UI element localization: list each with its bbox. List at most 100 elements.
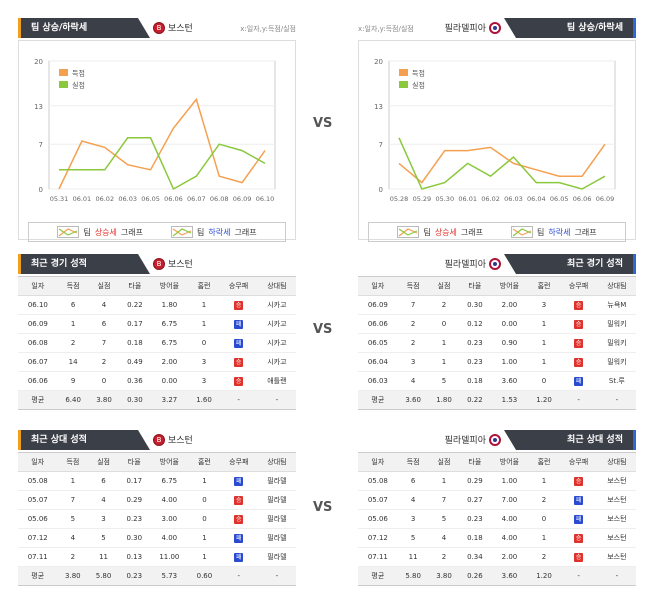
y-tick-label: 13 bbox=[374, 103, 383, 111]
cell-avg: 0.27 bbox=[459, 490, 491, 510]
table-row: 05.08 1 6 0.17 6.75 1 패 필라델 bbox=[18, 471, 296, 491]
table-row: 07.12 4 5 0.30 4.00 1 패 필라델 bbox=[18, 528, 296, 548]
legend-label: 실점 bbox=[72, 81, 85, 90]
team-label: 필라델피아 bbox=[445, 257, 501, 270]
avg-cell-era: 3.27 bbox=[150, 390, 189, 410]
column-header: 승무패 bbox=[559, 276, 598, 296]
cell-r: 2 bbox=[57, 333, 89, 353]
avg-cell-avg: 0.30 bbox=[119, 390, 151, 410]
cell-date: 05.08 bbox=[358, 471, 398, 491]
avg-cell-res: - bbox=[219, 566, 258, 586]
trend-chart-box: 0 7 13 20 05.31 06.01 06.02 06.03 06.05 06.06 06.0… bbox=[18, 40, 296, 240]
y-tick-label: 20 bbox=[34, 58, 43, 66]
result-badge: 패 bbox=[574, 376, 584, 386]
cell-era: 0.00 bbox=[150, 371, 189, 391]
average-row: 평균 6.40 3.80 0.30 3.27 1.60- - bbox=[18, 390, 296, 410]
legend-swatch bbox=[399, 69, 408, 76]
cell-era: 4.00 bbox=[149, 490, 190, 510]
result-cell: 승 bbox=[559, 314, 598, 334]
boston-logo-icon: B bbox=[153, 21, 165, 34]
cell-opp: 애틀랜 bbox=[257, 371, 296, 391]
table-header: 일자 득점 실점 타율 방어율 홈런 승무패 상대팀 bbox=[18, 452, 296, 472]
column-header: 타율 bbox=[459, 276, 491, 296]
legend-up-suffix: 그래프 bbox=[120, 227, 143, 237]
legend-down: 팀 하락세 그래프 bbox=[171, 226, 257, 238]
cell-avg: 0.36 bbox=[119, 371, 151, 391]
result-cell: 승 bbox=[559, 547, 598, 567]
legend-swatch bbox=[59, 81, 68, 88]
x-tick-label: 05.29 bbox=[413, 195, 432, 203]
avg-cell-opp: - bbox=[597, 566, 636, 586]
panel-title: 최근 상대 성적 bbox=[504, 430, 636, 450]
table-row: 06.03 4 5 0.18 3.60 0 패 St.루 bbox=[358, 371, 636, 391]
column-header: 상대팀 bbox=[597, 452, 636, 472]
cell-ra: 5 bbox=[88, 528, 119, 548]
cell-era: 2.00 bbox=[490, 547, 529, 567]
cell-hr: 3 bbox=[188, 371, 220, 391]
avg-cell-date: 평균 bbox=[18, 390, 58, 410]
avg-cell-hr: 1.20 bbox=[528, 566, 560, 586]
column-header: 방어율 bbox=[490, 276, 529, 296]
x-tick-label: 06.09 bbox=[596, 195, 615, 203]
trend-chart: 0 7 13 20 05.28 05.29 05.30 06.01 06.02 06.03 06.0… bbox=[374, 58, 616, 203]
legend-down-suffix: 그래프 bbox=[574, 227, 597, 237]
panel-header: 필라델피아 최근 상대 성적 bbox=[358, 430, 636, 450]
cell-r: 7 bbox=[397, 295, 429, 315]
cell-ra: 1 bbox=[428, 333, 460, 353]
cell-ra: 1 bbox=[428, 471, 460, 491]
cell-hr: 3 bbox=[188, 352, 220, 372]
plot-area bbox=[388, 60, 616, 190]
cell-avg: 0.18 bbox=[119, 333, 151, 353]
down-graph-icon bbox=[171, 226, 193, 238]
cell-opp: 시카고 bbox=[257, 333, 296, 353]
cell-opp: 밀워키 bbox=[597, 352, 636, 372]
series-line-1 bbox=[59, 137, 266, 191]
cell-date: 06.05 bbox=[358, 333, 398, 353]
column-header: 일자 bbox=[18, 276, 58, 296]
x-tick-label: 06.07 bbox=[187, 195, 206, 203]
cell-avg: 0.29 bbox=[459, 471, 491, 491]
x-tick-label: 06.04 bbox=[527, 195, 546, 203]
cell-avg: 0.49 bbox=[119, 352, 151, 372]
cell-era: 2.00 bbox=[490, 295, 529, 315]
average-row: 평균 3.80 5.80 0.23 5.73 0.60- - bbox=[18, 566, 296, 586]
avg-cell-date: 평균 bbox=[358, 566, 398, 586]
cell-hr: 0 bbox=[528, 371, 560, 391]
cell-date: 06.06 bbox=[18, 371, 58, 391]
result-badge: 승 bbox=[234, 300, 244, 310]
boston-trend-panel: 팀 상승/하락세 B 보스턴 x:일자,y:득점/실점 0 7 13 20 05.31 06… bbox=[18, 18, 296, 242]
result-cell: 패 bbox=[219, 528, 258, 548]
legend-down-prefix: 팀 bbox=[537, 227, 545, 237]
panel-title: 최근 상대 성적 bbox=[18, 430, 150, 450]
legend-down-word: 하락세 bbox=[208, 227, 231, 237]
avg-cell-ra: 3.80 bbox=[428, 566, 460, 586]
column-header: 타율 bbox=[119, 276, 151, 296]
x-tick-label: 05.31 bbox=[50, 195, 69, 203]
vs-label: VS bbox=[313, 322, 333, 337]
team-label: 필라델피아 bbox=[445, 433, 501, 446]
table-row: 06.07 14 2 0.49 2.00 3 승 시카고 bbox=[18, 352, 296, 372]
column-header: 승무패 bbox=[559, 452, 598, 472]
cell-date: 07.12 bbox=[358, 528, 398, 548]
cell-era: 6.75 bbox=[150, 314, 189, 334]
cell-avg: 0.13 bbox=[118, 547, 150, 567]
boston-h2h-panel: 최근 상대 성적 B 보스턴 일자 득점 실점 타율 방어율 홈런 승무패 상대팀 05.08 1 6… bbox=[18, 430, 296, 586]
result-cell: 승 bbox=[559, 295, 598, 315]
cell-opp: 필라델 bbox=[257, 528, 296, 548]
cell-ra: 4 bbox=[88, 295, 120, 315]
boston-recent-panel: 최근 경기 성적 B 보스턴 일자 득점 실점 타율 방어율 홈런 승무패 상대팀 06.10 6 4… bbox=[18, 254, 296, 410]
result-badge: 승 bbox=[574, 533, 584, 543]
phila-trend-panel: x:일자,y:득점/실점 필라델피아 팀 상승/하락세 0 7 13 20 05.28 0… bbox=[358, 18, 636, 242]
cell-r: 4 bbox=[57, 528, 89, 548]
cell-r: 1 bbox=[57, 471, 89, 491]
table-row: 07.11 2 11 0.13 11.00 1 패 필라델 bbox=[18, 547, 296, 567]
cell-avg: 0.23 bbox=[459, 333, 491, 353]
avg-cell-res: - bbox=[559, 566, 598, 586]
cell-hr: 1 bbox=[188, 295, 220, 315]
avg-cell-r: 5.80 bbox=[397, 566, 429, 586]
cell-opp: 필라델 bbox=[257, 509, 296, 529]
phila-recent-panel: 필라델피아 최근 경기 성적 일자 득점 실점 타율 방어율 홈런 승무패 상대팀 06.09 7… bbox=[358, 254, 636, 410]
axis-note: x:일자,y:득점/실점 bbox=[240, 25, 296, 33]
phillies-logo-icon bbox=[489, 257, 501, 270]
cell-ra: 5 bbox=[428, 509, 460, 529]
